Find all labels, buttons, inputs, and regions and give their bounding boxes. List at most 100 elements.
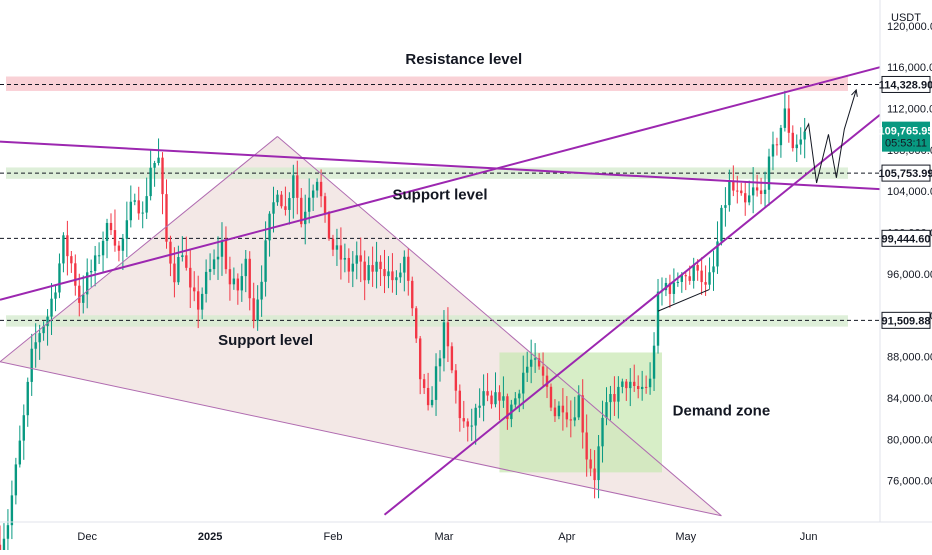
chart-annotation[interactable]: Demand zone bbox=[673, 403, 771, 420]
candle-body bbox=[42, 326, 45, 334]
resistance-zone-band bbox=[6, 76, 848, 91]
candle-body bbox=[728, 181, 731, 206]
candle-body bbox=[387, 271, 390, 277]
candle-body bbox=[272, 202, 275, 214]
candle-body bbox=[640, 386, 644, 390]
candle-body bbox=[185, 255, 188, 268]
candle-body bbox=[260, 281, 263, 300]
candle-body bbox=[125, 220, 129, 239]
candle-body bbox=[759, 190, 763, 194]
candle-body bbox=[10, 495, 14, 526]
candle-body bbox=[22, 415, 25, 441]
price-level-tag-text: 91,509.88 bbox=[882, 315, 931, 327]
candle-body bbox=[157, 157, 160, 164]
candle-body bbox=[323, 196, 327, 214]
candle-body bbox=[165, 194, 168, 242]
chart-annotation[interactable]: Support level bbox=[218, 332, 313, 349]
time-tick-label: Dec bbox=[77, 531, 97, 543]
candle-body bbox=[422, 379, 426, 388]
trendline[interactable] bbox=[0, 66, 881, 301]
candle-body bbox=[50, 298, 53, 317]
candle-body bbox=[609, 394, 612, 403]
candle-body bbox=[474, 407, 477, 426]
candle-body bbox=[537, 358, 541, 367]
candle-body bbox=[518, 393, 521, 399]
price-tick-label: 120,000.00 bbox=[887, 21, 932, 33]
candle-body bbox=[200, 293, 204, 310]
candle-body bbox=[462, 418, 465, 422]
candle-body bbox=[799, 139, 802, 145]
candle-body bbox=[256, 299, 259, 321]
candle-body bbox=[46, 316, 49, 327]
trendline[interactable] bbox=[277, 136, 722, 517]
trendline[interactable] bbox=[0, 361, 722, 517]
candle-body bbox=[490, 395, 493, 405]
candle-body bbox=[331, 238, 335, 250]
candle-body bbox=[601, 417, 604, 447]
candle-body bbox=[296, 175, 299, 198]
trendline[interactable] bbox=[657, 288, 710, 312]
candle-body bbox=[442, 322, 446, 359]
candle-body bbox=[129, 201, 132, 221]
candle-body bbox=[66, 235, 69, 257]
candle-body bbox=[236, 278, 240, 291]
candle-body bbox=[204, 271, 208, 294]
candle-body bbox=[26, 381, 29, 416]
candles-layer bbox=[0, 90, 806, 555]
candle-body bbox=[399, 272, 402, 278]
candle-body bbox=[141, 212, 144, 214]
candle-body bbox=[304, 211, 307, 225]
price-level-tag bbox=[881, 229, 931, 247]
candle-body bbox=[771, 144, 775, 157]
candle-body bbox=[82, 294, 85, 303]
candle-body bbox=[526, 366, 529, 373]
candle-body bbox=[803, 131, 806, 140]
candle-body bbox=[629, 381, 632, 389]
candle-body bbox=[109, 222, 113, 231]
candle-body bbox=[466, 421, 469, 427]
candle-body bbox=[589, 459, 592, 469]
candle-body bbox=[101, 240, 105, 256]
time-axis[interactable]: Dec 2025 Feb Mar Apr May Jun bbox=[77, 531, 817, 543]
candle-body bbox=[621, 381, 624, 387]
candle-body bbox=[430, 399, 434, 406]
candle-body bbox=[581, 395, 584, 433]
candle-body bbox=[268, 213, 271, 241]
trendlines-layer bbox=[0, 66, 881, 517]
candle-body bbox=[367, 265, 370, 281]
price-tick-label: 116,000.00 bbox=[887, 62, 932, 74]
candle-body bbox=[593, 468, 596, 481]
projection-path[interactable] bbox=[804, 89, 857, 184]
candle-body bbox=[224, 240, 228, 270]
candle-body bbox=[14, 464, 18, 496]
candle-body bbox=[506, 396, 509, 420]
candle-body bbox=[375, 261, 378, 272]
price-tick-label: 80,000.00 bbox=[887, 434, 932, 446]
candle-body bbox=[379, 261, 382, 270]
candle-body bbox=[648, 378, 652, 388]
candle-body bbox=[197, 291, 200, 310]
current-price-value: 109,765.95 bbox=[878, 126, 932, 138]
candle-body bbox=[145, 196, 148, 213]
price-level-tag bbox=[881, 75, 931, 93]
candle-body bbox=[347, 257, 351, 272]
candle-body bbox=[117, 245, 121, 251]
candle-body bbox=[763, 189, 767, 194]
candle-body bbox=[597, 446, 600, 481]
candle-body bbox=[692, 265, 695, 281]
candle-body bbox=[557, 405, 561, 417]
trendline[interactable] bbox=[383, 113, 881, 516]
candle-body bbox=[751, 187, 755, 196]
candle-body bbox=[724, 205, 727, 208]
candle-body bbox=[149, 167, 152, 197]
chart-annotation[interactable]: Support level bbox=[392, 186, 487, 203]
candle-body bbox=[121, 238, 125, 251]
chart-annotation[interactable]: Resistance level bbox=[405, 51, 522, 68]
candle-body bbox=[744, 193, 747, 203]
trendline[interactable] bbox=[0, 136, 278, 363]
trendline[interactable] bbox=[0, 140, 881, 191]
candle-body bbox=[97, 255, 101, 257]
candle-body bbox=[308, 197, 311, 212]
